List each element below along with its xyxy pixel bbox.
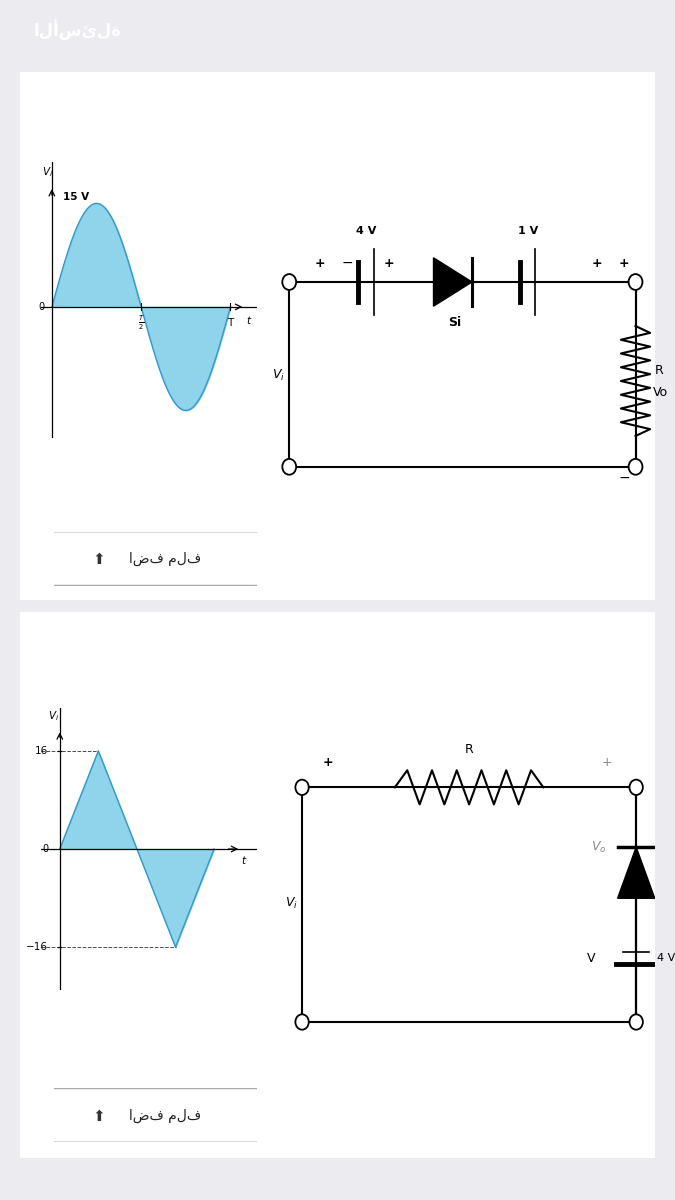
FancyBboxPatch shape [14,67,661,605]
Text: R: R [465,743,473,756]
Text: ⬆: ⬆ [92,1109,105,1124]
Polygon shape [618,847,655,899]
Text: $V_i$: $V_i$ [48,709,59,724]
Text: −: − [618,472,630,485]
FancyBboxPatch shape [46,532,265,586]
Text: 1 V: 1 V [518,226,538,235]
Text: t: t [246,316,250,326]
Text: $V_i$: $V_i$ [272,367,285,383]
Circle shape [630,780,643,796]
Text: +: + [601,756,612,769]
Text: 15 V: 15 V [63,192,89,202]
Text: t: t [242,857,246,866]
Text: $V_i$: $V_i$ [286,895,298,911]
Text: −: − [341,256,353,270]
Text: 0: 0 [42,844,48,854]
Text: اضف ملف: اضف ملف [130,552,201,565]
FancyBboxPatch shape [46,1088,265,1142]
Circle shape [282,458,296,475]
Circle shape [296,780,308,796]
Text: +: + [619,257,629,270]
Text: $V_o$: $V_o$ [591,840,607,856]
FancyBboxPatch shape [14,606,661,1164]
Text: $V_i$: $V_i$ [42,166,53,179]
Text: R: R [655,365,664,377]
Text: T: T [227,318,234,329]
Text: $\frac{T}{2}$: $\frac{T}{2}$ [138,314,144,332]
Text: Si: Si [448,316,461,329]
Polygon shape [433,258,472,306]
Text: +: + [384,257,395,270]
Text: Vo: Vo [653,386,668,400]
Text: الأسئلة: الأسئلة [34,19,122,40]
Text: Q1/Draw the resulting waveform for the next circuit?: Q1/Draw the resulting waveform for the n… [138,96,537,109]
Text: +: + [315,257,325,270]
Circle shape [628,274,643,290]
Text: +: + [592,257,602,270]
Text: اضف ملف: اضف ملف [130,1109,201,1122]
Circle shape [630,1014,643,1030]
Text: 4 V: 4 V [657,953,675,962]
Text: V: V [587,952,596,965]
Text: 16: 16 [35,746,48,756]
Text: −16: −16 [26,942,48,952]
Circle shape [282,274,296,290]
Text: Q2/Draw the resulting waveform for the next circuit?: Q2/Draw the resulting waveform for the n… [138,636,537,649]
Text: 0: 0 [38,302,45,312]
Circle shape [628,458,643,475]
Text: 4 V: 4 V [356,226,377,235]
Text: +: + [323,756,333,769]
Text: ⬆: ⬆ [92,552,105,568]
Circle shape [296,1014,308,1030]
